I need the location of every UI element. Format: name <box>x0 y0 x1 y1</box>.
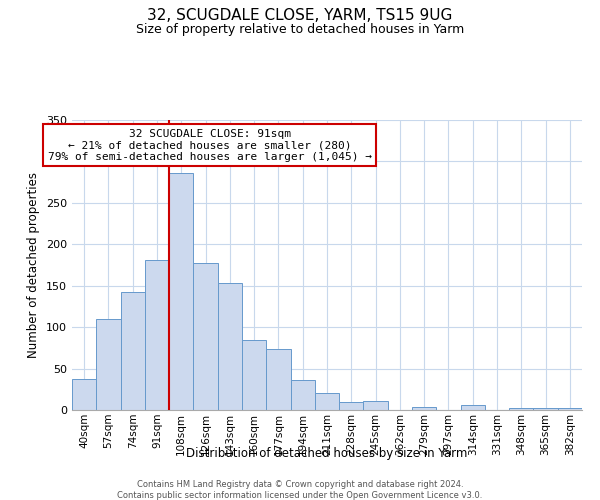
Text: 32, SCUGDALE CLOSE, YARM, TS15 9UG: 32, SCUGDALE CLOSE, YARM, TS15 9UG <box>148 8 452 22</box>
Bar <box>339 402 364 410</box>
Text: Contains public sector information licensed under the Open Government Licence v3: Contains public sector information licen… <box>118 491 482 500</box>
Bar <box>364 401 388 410</box>
Bar <box>266 348 290 410</box>
Bar <box>315 394 339 410</box>
Bar <box>242 340 266 410</box>
Bar <box>461 405 485 410</box>
Bar <box>290 380 315 410</box>
Bar <box>169 173 193 410</box>
Y-axis label: Number of detached properties: Number of detached properties <box>28 172 40 358</box>
Bar <box>558 408 582 410</box>
Bar <box>193 262 218 410</box>
Bar <box>509 408 533 410</box>
Text: Distribution of detached houses by size in Yarm: Distribution of detached houses by size … <box>187 448 467 460</box>
Bar <box>72 378 96 410</box>
Text: 32 SCUGDALE CLOSE: 91sqm
← 21% of detached houses are smaller (280)
79% of semi-: 32 SCUGDALE CLOSE: 91sqm ← 21% of detach… <box>48 128 372 162</box>
Bar <box>218 283 242 410</box>
Bar <box>96 319 121 410</box>
Bar <box>145 260 169 410</box>
Text: Size of property relative to detached houses in Yarm: Size of property relative to detached ho… <box>136 22 464 36</box>
Bar <box>121 292 145 410</box>
Bar <box>412 406 436 410</box>
Text: Contains HM Land Registry data © Crown copyright and database right 2024.: Contains HM Land Registry data © Crown c… <box>137 480 463 489</box>
Bar <box>533 408 558 410</box>
